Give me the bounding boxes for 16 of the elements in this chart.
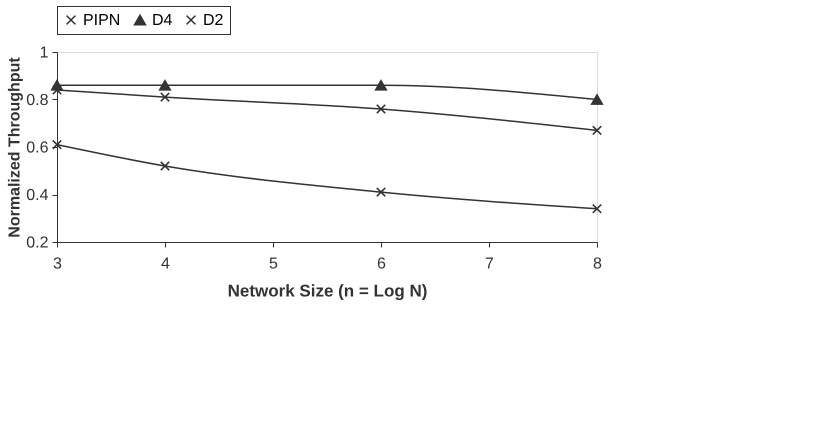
- legend-label: D4: [152, 12, 173, 29]
- y-tick-label: 0.8: [26, 92, 49, 109]
- y-tick-label: 0.2: [26, 234, 49, 252]
- x-tick-label: 7: [485, 256, 494, 272]
- legend-label: PIPN: [83, 12, 120, 29]
- legend-label: D2: [203, 12, 224, 29]
- x-tick-label: 3: [53, 256, 62, 272]
- x-axis-title: Network Size (n = Log N): [228, 282, 428, 300]
- x-tick-label: 5: [269, 256, 278, 272]
- x-tick-label: 4: [161, 256, 170, 272]
- x-tick-label: 6: [377, 256, 386, 272]
- y-axis-title: Normalized Throughput: [6, 56, 24, 238]
- x-tick-label: 8: [593, 256, 602, 272]
- y-tick-label: 0.4: [26, 187, 49, 204]
- y-tick-label: 0.6: [26, 140, 49, 156]
- y-tick-label: 1: [40, 44, 49, 62]
